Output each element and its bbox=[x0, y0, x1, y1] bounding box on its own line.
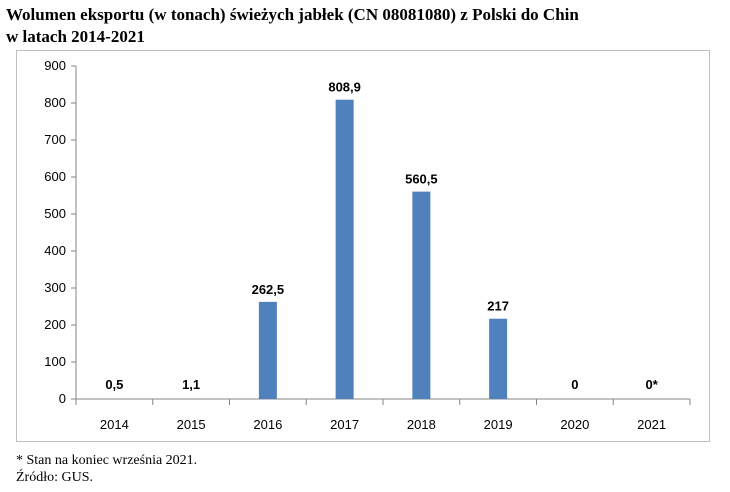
data-label: 217 bbox=[487, 299, 509, 314]
y-tick-label: 600 bbox=[44, 169, 66, 184]
y-tick-label: 700 bbox=[44, 132, 66, 147]
y-tick-label: 100 bbox=[44, 354, 66, 369]
data-label: 0 bbox=[571, 377, 578, 392]
data-label: 0,5 bbox=[105, 377, 123, 392]
y-tick-label: 900 bbox=[44, 58, 66, 73]
data-label: 0* bbox=[645, 377, 658, 392]
x-tick-label: 2016 bbox=[253, 417, 282, 432]
y-tick-label: 300 bbox=[44, 280, 66, 295]
data-label: 560,5 bbox=[405, 172, 438, 187]
data-label: 262,5 bbox=[252, 282, 285, 297]
chart-title-line-1: Wolumen eksportu (w tonach) świeżych jab… bbox=[6, 5, 579, 24]
footnote-block: * Stan na koniec września 2021. Źródło: … bbox=[16, 452, 197, 486]
bar bbox=[489, 318, 508, 399]
bar bbox=[335, 99, 354, 399]
chart-title: Wolumen eksportu (w tonach) świeżych jab… bbox=[6, 4, 706, 48]
data-label: 808,9 bbox=[328, 80, 361, 95]
y-tick-label: 500 bbox=[44, 206, 66, 221]
bar bbox=[412, 191, 431, 399]
footnote: * Stan na koniec września 2021. bbox=[16, 453, 198, 468]
x-tick-label: 2015 bbox=[177, 417, 206, 432]
x-tick-label: 2020 bbox=[560, 417, 589, 432]
y-tick-label: 0 bbox=[59, 391, 66, 406]
y-tick-label: 800 bbox=[44, 95, 66, 110]
x-tick-label: 2017 bbox=[330, 417, 359, 432]
y-tick-label: 400 bbox=[44, 243, 66, 258]
x-tick-label: 2014 bbox=[100, 417, 129, 432]
x-tick-label: 2021 bbox=[637, 417, 666, 432]
source-note: Źródło: GUS. bbox=[16, 470, 93, 485]
y-tick-label: 200 bbox=[44, 317, 66, 332]
bar bbox=[258, 301, 277, 399]
chart-title-line-2: w latach 2014-2021 bbox=[6, 27, 145, 46]
chart-area bbox=[16, 50, 710, 442]
data-label: 1,1 bbox=[182, 377, 200, 392]
x-tick-label: 2019 bbox=[484, 417, 513, 432]
x-tick-label: 2018 bbox=[407, 417, 436, 432]
